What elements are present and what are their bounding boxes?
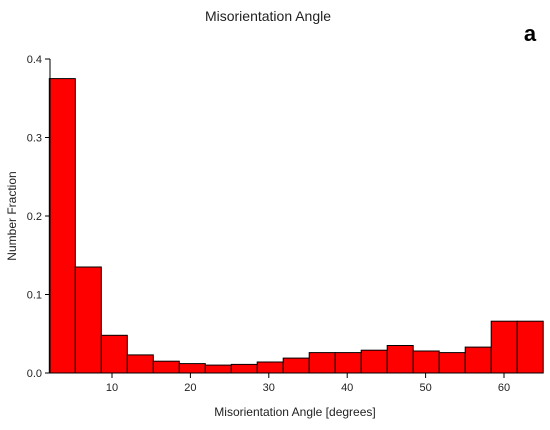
histogram-bar: [386, 345, 414, 374]
x-tick-label: 30: [263, 382, 275, 394]
y-tick-label: 0.1: [27, 290, 42, 302]
histogram-bar: [256, 361, 284, 374]
y-tick-label: 0.4: [27, 54, 42, 66]
histogram-bar: [282, 357, 310, 374]
histogram-bar: [412, 350, 440, 374]
x-tick-label: 60: [498, 382, 510, 394]
panel-label: a: [524, 21, 537, 46]
x-tick-label: 20: [184, 382, 196, 394]
histogram-bar: [152, 360, 180, 374]
histogram-bar: [126, 354, 154, 374]
x-ticks-group: 10 20 30 40 50 60: [106, 373, 510, 394]
y-axis-label: Number Fraction: [5, 171, 19, 260]
y-tick-label: 0.0: [27, 368, 42, 380]
x-tick-label: 10: [106, 382, 118, 394]
x-tick-label: 50: [419, 382, 431, 394]
histogram-bar: [230, 363, 258, 374]
y-tick-label: 0.2: [27, 211, 42, 223]
bars-group: [48, 78, 544, 374]
histogram-bar: [308, 352, 336, 374]
histogram-bar: [516, 320, 544, 374]
histogram-bar: [74, 266, 102, 374]
histogram-bar: [438, 352, 466, 374]
histogram-bar: [360, 349, 388, 374]
histogram-bar: [204, 364, 232, 374]
histogram-bar: [48, 78, 76, 374]
histogram-bar: [464, 346, 492, 374]
chart-title: Misorientation Angle: [205, 8, 331, 24]
y-ticks-group: 0.0 0.1 0.2 0.3 0.4: [27, 54, 50, 380]
y-tick-label: 0.3: [27, 133, 42, 145]
x-axis-label: Misorientation Angle [degrees]: [214, 405, 375, 419]
histogram-bar: [490, 320, 518, 374]
x-tick-label: 40: [341, 382, 353, 394]
histogram-bar: [178, 363, 206, 374]
histogram-bar: [100, 334, 128, 374]
histogram-bar: [334, 352, 362, 374]
